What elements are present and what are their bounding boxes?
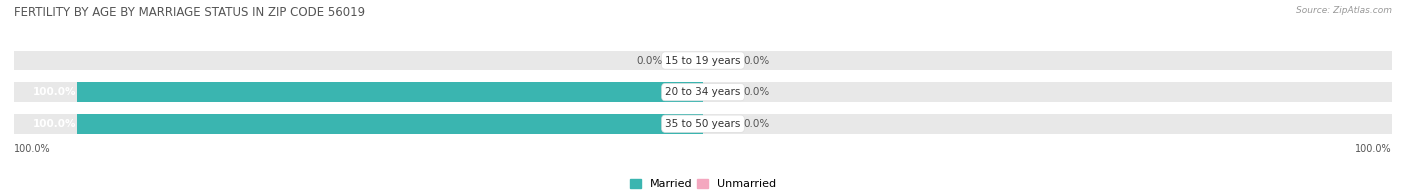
Text: 0.0%: 0.0% <box>744 119 770 129</box>
Legend: Married, Unmarried: Married, Unmarried <box>630 179 776 190</box>
Bar <box>77 82 703 102</box>
Text: 0.0%: 0.0% <box>744 87 770 97</box>
Text: 20 to 34 years: 20 to 34 years <box>665 87 741 97</box>
Bar <box>703 53 734 69</box>
Text: 0.0%: 0.0% <box>636 55 662 65</box>
Bar <box>77 114 703 133</box>
Text: FERTILITY BY AGE BY MARRIAGE STATUS IN ZIP CODE 56019: FERTILITY BY AGE BY MARRIAGE STATUS IN Z… <box>14 6 366 19</box>
Bar <box>672 53 703 69</box>
Text: 15 to 19 years: 15 to 19 years <box>665 55 741 65</box>
Bar <box>14 51 1392 70</box>
Text: 100.0%: 100.0% <box>1355 144 1392 154</box>
Text: 100.0%: 100.0% <box>32 87 76 97</box>
Text: 100.0%: 100.0% <box>32 119 76 129</box>
Bar <box>703 116 734 132</box>
Bar <box>14 82 1392 102</box>
Bar <box>14 114 1392 133</box>
Text: Source: ZipAtlas.com: Source: ZipAtlas.com <box>1296 6 1392 15</box>
Text: 35 to 50 years: 35 to 50 years <box>665 119 741 129</box>
Text: 0.0%: 0.0% <box>744 55 770 65</box>
Text: 100.0%: 100.0% <box>14 144 51 154</box>
Bar <box>672 84 703 100</box>
Bar <box>703 84 734 100</box>
Bar <box>672 116 703 132</box>
